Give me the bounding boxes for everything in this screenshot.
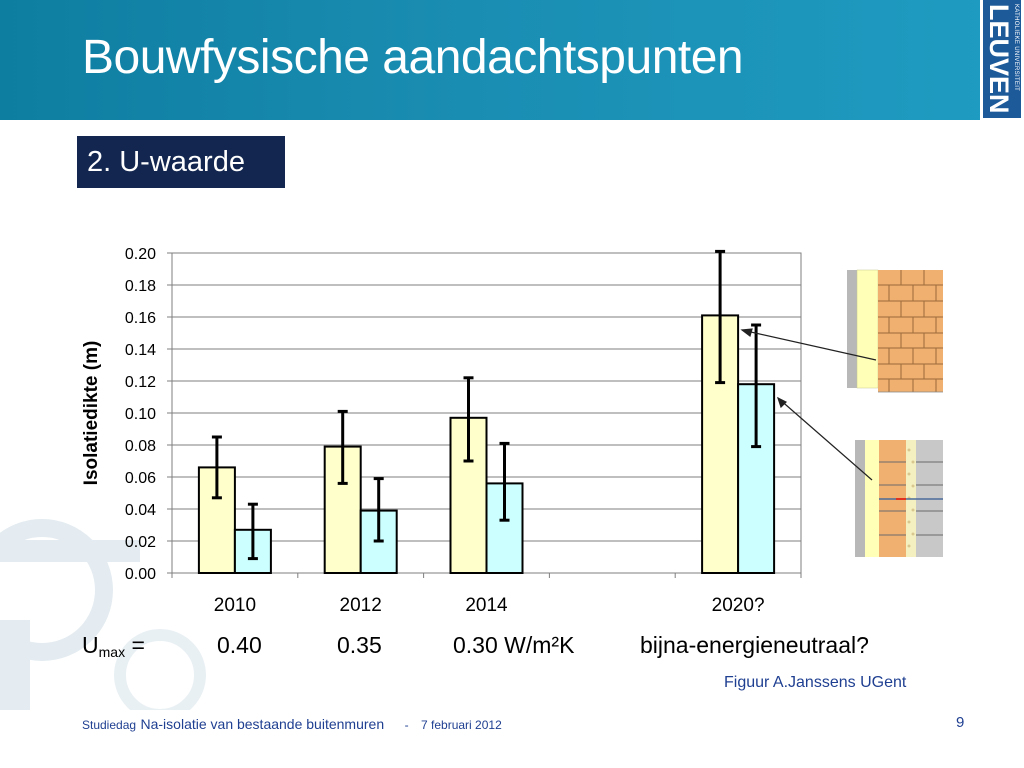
y-tick-label: 0.10 <box>125 406 156 423</box>
umax-label: Umax = <box>82 632 145 660</box>
footer-separator: - <box>404 718 409 732</box>
umax-value-2020: bijna-energieneutraal? <box>640 632 869 658</box>
section-heading: 2. U-waarde <box>77 136 285 188</box>
title-bar: Bouwfysische aandachtspunten KATHOLIEKE … <box>0 0 1024 120</box>
section-label: 2. U-waarde <box>87 146 245 178</box>
y-tick-label: 0.12 <box>125 374 156 391</box>
umax-row: Umax = 0.40 0.35 0.30 W/m²K bijna-energi… <box>0 630 1024 666</box>
umax-value-2012: 0.35 <box>337 632 382 658</box>
wall-section-brick-icon <box>847 269 943 393</box>
y-tick-label: 0.02 <box>125 534 156 551</box>
footer-prefix: Studiedag <box>82 718 137 732</box>
ku-leuven-logo: KATHOLIEKE UNIVERSITEIT LEUVEN <box>980 0 1024 120</box>
umax-value-2014: 0.30 W/m²K <box>453 632 575 658</box>
y-tick-label: 0.20 <box>125 246 156 263</box>
y-tick-label: 0.00 <box>125 566 156 583</box>
x-tick-label: 2014 <box>465 595 508 616</box>
slide-title: Bouwfysische aandachtspunten <box>82 31 744 84</box>
x-tick-label: 2010 <box>214 595 256 616</box>
annotation-arrows <box>740 328 877 481</box>
bar <box>449 416 488 574</box>
y-tick-label: 0.08 <box>125 438 156 455</box>
page-number: 9 <box>956 714 965 731</box>
footer-date: 7 februari 2012 <box>421 718 502 732</box>
y-tick-label: 0.04 <box>125 502 156 519</box>
umax-value-2010: 0.40 <box>217 632 262 658</box>
y-tick-label: 0.14 <box>125 342 156 359</box>
figure-credit: Figuur A.Janssens UGent <box>724 674 907 691</box>
footer-title: Na-isolatie van bestaande buitenmuren <box>140 716 385 732</box>
y-axis-label: Isolatiedikte (m) <box>81 341 102 486</box>
y-tick-label: 0.18 <box>125 278 156 295</box>
y-tick-label: 0.16 <box>125 310 156 327</box>
x-tick-label: 2020? <box>712 595 765 616</box>
wall-section-cavity-icon <box>855 440 943 557</box>
y-tick-label: 0.06 <box>125 470 156 487</box>
footer: Studiedag Na-isolatie van bestaande buit… <box>82 716 502 734</box>
x-tick-label: 2012 <box>340 595 382 616</box>
